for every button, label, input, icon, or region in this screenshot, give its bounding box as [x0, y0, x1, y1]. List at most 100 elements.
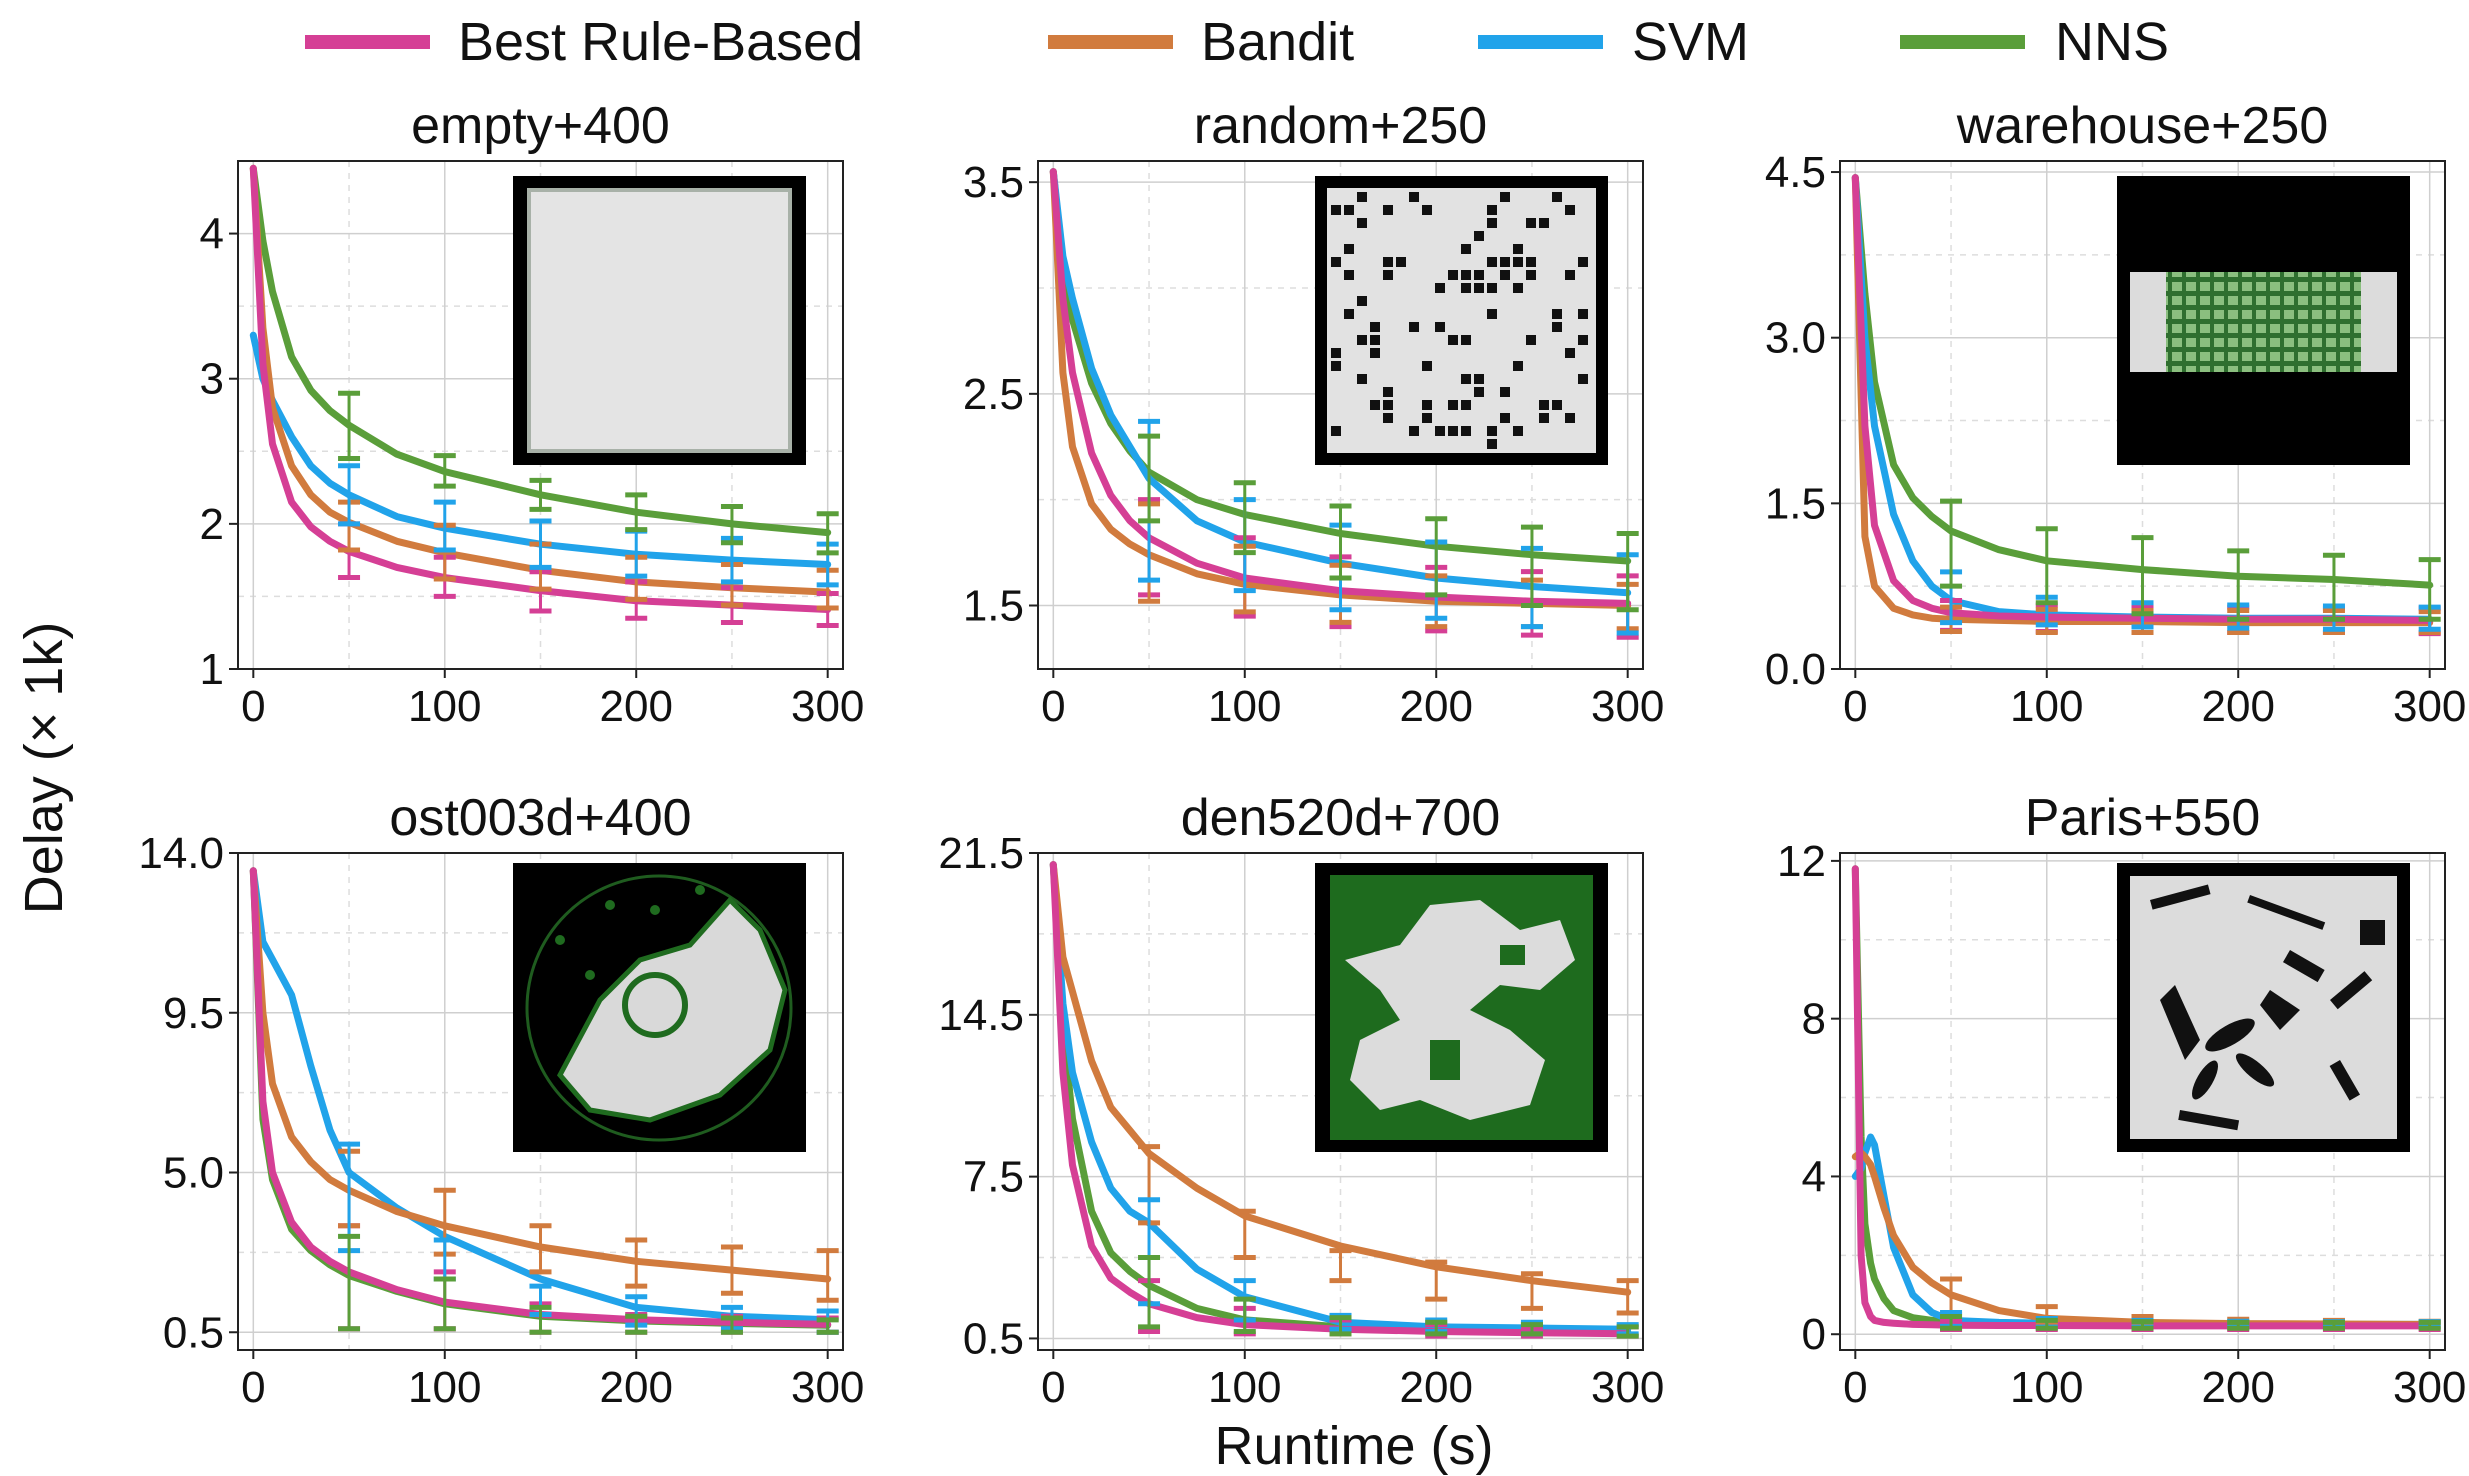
- obstacle-cell: [1461, 244, 1471, 254]
- obstacle-cell: [1487, 426, 1497, 436]
- obstacle-cell: [1565, 413, 1575, 423]
- obstacle-cell: [1552, 400, 1562, 410]
- x-tick-label: 0: [1843, 682, 1867, 731]
- obstacle-cell: [1344, 309, 1354, 319]
- x-tick-label: 100: [1208, 682, 1281, 731]
- subplot-empty: 0 100 200 300 1 2 3 4 empty+400: [200, 97, 865, 731]
- random-map-thumbnail: [1315, 176, 1608, 465]
- obstacle-cell: [1578, 374, 1588, 384]
- obstacle-cell: [1383, 413, 1393, 423]
- obstacle-cell: [1487, 309, 1497, 319]
- y-tick-label: 5.0: [163, 1149, 224, 1198]
- obstacle-cell: [1578, 309, 1588, 319]
- x-tick-label: 200: [2202, 1363, 2275, 1412]
- x-tick-label: 200: [1400, 682, 1473, 731]
- obstacle-cell: [1435, 322, 1445, 332]
- subplot-den520d: 0 100 200 300 0.5 7.5 14.5 21.5 den520d+700: [938, 789, 1664, 1412]
- y-tick-label: 2.5: [963, 370, 1024, 419]
- y-tick-label: 3.0: [1765, 314, 1826, 363]
- obstacle-cell: [1513, 244, 1523, 254]
- y-tick-label: 2: [200, 500, 224, 549]
- obstacle-cell: [1461, 426, 1471, 436]
- y-tick-label: 9.5: [163, 989, 224, 1038]
- x-tick-label: 300: [2393, 682, 2466, 731]
- x-tick-label: 300: [791, 1363, 864, 1412]
- obstacle-cell: [1383, 387, 1393, 397]
- obstacle-cell: [1409, 192, 1419, 202]
- obstacle-cell: [1422, 361, 1432, 371]
- x-tick-label: 300: [2393, 1363, 2466, 1412]
- y-tick-label: 0.5: [163, 1308, 224, 1357]
- axes-frame: [1839, 852, 2446, 1351]
- obstacle-cell: [1409, 322, 1419, 332]
- obstacle-cell: [1513, 283, 1523, 293]
- y-tick-label: 4.5: [1765, 148, 1826, 197]
- obstacle-cell: [1435, 283, 1445, 293]
- subplot-title: warehouse+250: [1956, 97, 2329, 155]
- paris-map-thumbnail: [2117, 863, 2410, 1152]
- obstacle-cell: [1552, 322, 1562, 332]
- obstacle-cell: [1539, 218, 1549, 228]
- x-tick-label: 300: [1591, 1363, 1664, 1412]
- obstacle-cell: [1383, 257, 1393, 267]
- axes-frame: [237, 852, 844, 1351]
- obstacle-cell: [1461, 270, 1471, 280]
- y-tick-label: 3.5: [963, 158, 1024, 207]
- obstacle-cell: [1526, 335, 1536, 345]
- subplot-title: ost003d+400: [389, 789, 691, 847]
- obstacle-cell: [1383, 205, 1393, 215]
- subplot-title: random+250: [1194, 97, 1487, 155]
- obstacle-cell: [1448, 400, 1458, 410]
- obstacle-cell: [1357, 374, 1367, 384]
- y-tick-label: 14.0: [138, 829, 224, 878]
- obstacle-cell: [1565, 270, 1575, 280]
- x-tick-label: 200: [600, 682, 673, 731]
- obstacle-cell: [1331, 257, 1341, 267]
- y-tick-label: 4: [1802, 1152, 1826, 1201]
- x-tick-label: 200: [1400, 1363, 1473, 1412]
- y-tick-label: 12: [1777, 837, 1826, 886]
- x-tick-label: 300: [791, 682, 864, 731]
- obstacle-cell: [1422, 413, 1432, 423]
- obstacle-cell: [1383, 270, 1393, 280]
- y-tick-label: 1.5: [1765, 479, 1826, 528]
- obstacle-cell: [1461, 400, 1471, 410]
- obstacle-cell: [1370, 322, 1380, 332]
- obstacle-cell: [1500, 387, 1510, 397]
- obstacle-cell: [1487, 257, 1497, 267]
- obstacle-cell: [1578, 257, 1588, 267]
- y-tick-label: 3: [200, 355, 224, 404]
- obstacle-cell: [1500, 257, 1510, 267]
- obstacle-cell: [1344, 205, 1354, 215]
- obstacle-cell: [1357, 218, 1367, 228]
- legend-item-svm: SVM: [1478, 12, 1749, 72]
- axes-frame: [1037, 160, 1644, 670]
- obstacle-cell: [1565, 205, 1575, 215]
- obstacle-cell: [1552, 192, 1562, 202]
- obstacle-cell: [1578, 335, 1588, 345]
- obstacle-cell: [1331, 426, 1341, 436]
- obstacle-cell: [1474, 374, 1484, 384]
- obstacle-cell: [1357, 192, 1367, 202]
- legend-label-best-rule-based: Best Rule-Based: [458, 12, 863, 72]
- legend-item-nns: NNS: [1900, 12, 2169, 72]
- obstacle-cell: [1513, 426, 1523, 436]
- series-line-best-rule-based: [1851, 865, 2434, 1330]
- warehouse-map-thumbnail: [2117, 176, 2410, 465]
- obstacle-cell: [1344, 270, 1354, 280]
- obstacle-cell: [1526, 218, 1536, 228]
- subplot-warehouse: 0 100 200 300 0.0 1.5 3.0 4.5 warehouse+250: [1765, 97, 2467, 731]
- y-tick-label: 4: [200, 210, 224, 259]
- obstacle-cell: [1539, 413, 1549, 423]
- obstacle-cell: [1500, 270, 1510, 280]
- obstacle-cell: [1513, 361, 1523, 371]
- obstacle-cell: [1370, 335, 1380, 345]
- legend-item-best-rule-based: Best Rule-Based: [305, 12, 863, 72]
- x-tick-label: 0: [1041, 682, 1065, 731]
- obstacle-cell: [1474, 231, 1484, 241]
- subplot-title: empty+400: [411, 97, 670, 155]
- axes-frame: [237, 160, 844, 670]
- den520d-map-thumbnail: [1315, 863, 1608, 1152]
- x-axis-label: Runtime (s): [1214, 1416, 1493, 1476]
